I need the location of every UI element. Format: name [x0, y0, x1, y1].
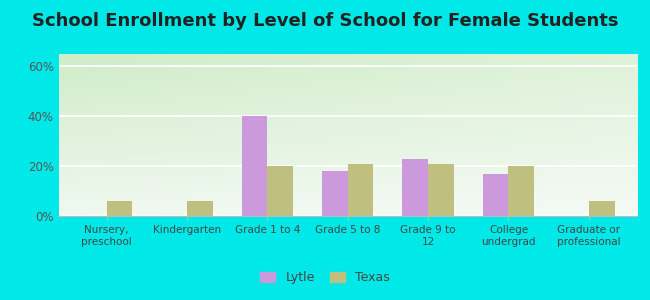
- Legend: Lytle, Texas: Lytle, Texas: [257, 267, 393, 288]
- Bar: [508, 166, 534, 216]
- Bar: [402, 159, 428, 216]
- Bar: [187, 201, 213, 216]
- Bar: [242, 116, 267, 216]
- Bar: [348, 164, 374, 216]
- Bar: [107, 201, 133, 216]
- Bar: [589, 201, 614, 216]
- Bar: [428, 164, 454, 216]
- Bar: [483, 174, 508, 216]
- Bar: [322, 171, 348, 216]
- Text: School Enrollment by Level of School for Female Students: School Enrollment by Level of School for…: [32, 12, 618, 30]
- Bar: [267, 166, 293, 216]
